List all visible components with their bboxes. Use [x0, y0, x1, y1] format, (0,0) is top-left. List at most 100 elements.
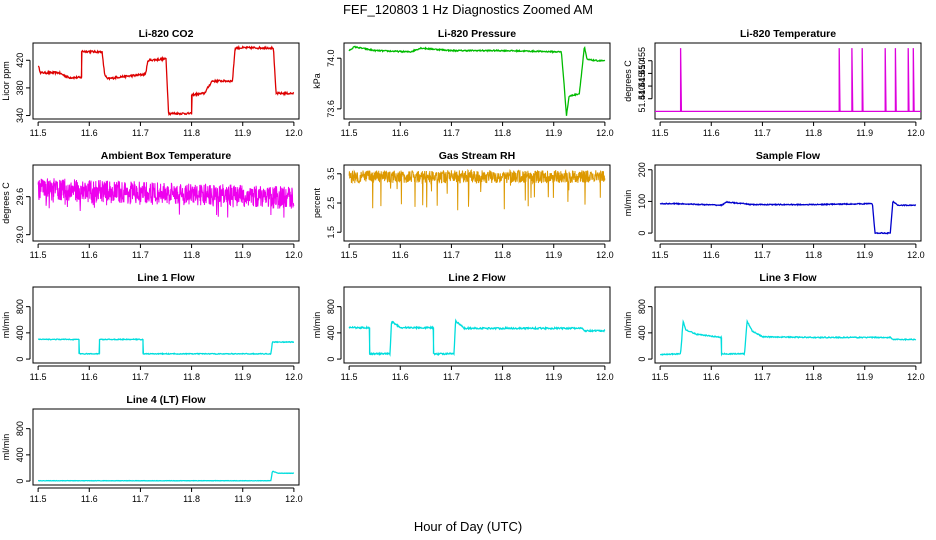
x-tick-label: 11.9	[545, 250, 562, 260]
series-line	[37, 470, 295, 482]
x-tick-label: 11.5	[652, 128, 669, 138]
panel-3: Ambient Box Temperature degrees C 11.5 11.6…	[1, 150, 303, 260]
x-tick-label: 12.0	[285, 128, 303, 138]
x-tick-label: 11.7	[754, 128, 771, 138]
y-tick-label: 200	[637, 162, 647, 177]
y-tick-label: 73.6	[326, 100, 336, 118]
x-tick-label: 11.5	[30, 128, 47, 138]
series-line	[655, 48, 921, 113]
x-tick-label: 11.7	[132, 128, 149, 138]
panel-frame	[32, 286, 300, 364]
x-tick-label: 11.9	[545, 128, 562, 138]
panel-6: Line 1 Flow ml/min 11.5 11.6 11.7 11.8 11.9 12.…	[1, 272, 303, 382]
panel-2: Li-820 Temperature degrees C 11.5 11.6 11.7 1…	[623, 28, 925, 138]
panel-grid: Li-820 CO2 Licor ppm 11.5 11.6 11.7 11.8 11.9 1…	[1, 28, 925, 504]
x-tick-label: 12.0	[596, 372, 614, 382]
panel-title: Line 2 Flow	[448, 272, 506, 284]
x-tick-label: 11.7	[443, 372, 460, 382]
x-tick-label: 11.7	[754, 372, 771, 382]
x-tick-label: 11.7	[754, 250, 771, 260]
x-tick-label: 12.0	[596, 128, 614, 138]
x-tick-label: 11.7	[132, 494, 149, 504]
x-tick-label: 11.9	[234, 250, 251, 260]
x-tick-label: 11.9	[856, 372, 873, 382]
y-tick-label: 51.455	[637, 47, 647, 75]
y-tick-label: 800	[15, 421, 25, 436]
y-tick-label: 0	[15, 479, 25, 484]
panel-1: Li-820 Pressure kPa 11.5 11.6 11.7 11.8 11.9 12…	[312, 28, 614, 138]
x-tick-label: 11.9	[545, 372, 562, 382]
panel-frame	[654, 164, 922, 242]
x-tick-label: 11.6	[703, 128, 720, 138]
x-tick-label: 12.0	[907, 372, 925, 382]
y-tick-label: 340	[15, 108, 25, 123]
x-tick-label: 12.0	[285, 494, 303, 504]
panel-frame	[654, 42, 922, 120]
y-tick-label: 400	[15, 325, 25, 340]
x-tick-label: 11.6	[703, 250, 720, 260]
panel-ylabel: degrees C	[623, 60, 633, 102]
panel-4: Gas Stream RH percent 11.5 11.6 11.7 11.8 11.9…	[312, 150, 614, 260]
x-tick-label: 11.8	[805, 250, 822, 260]
x-tick-label: 11.7	[132, 372, 149, 382]
x-tick-label: 11.9	[856, 250, 873, 260]
x-tick-label: 11.5	[30, 494, 47, 504]
panel-ylabel: ml/min	[312, 312, 322, 339]
x-tick-label: 11.8	[183, 128, 200, 138]
y-tick-label: 29.6	[15, 188, 25, 206]
series-line	[348, 318, 606, 357]
y-tick-label: 0	[637, 357, 647, 362]
y-tick-label: 0	[637, 231, 647, 236]
y-tick-label: 400	[326, 325, 336, 340]
panel-frame	[654, 286, 922, 364]
x-tick-label: 11.9	[234, 494, 251, 504]
x-tick-label: 12.0	[907, 250, 925, 260]
panel-ylabel: percent	[312, 187, 322, 218]
y-tick-label: 51.450	[637, 60, 647, 88]
panel-9: Line 4 (LT) Flow ml/min 11.5 11.6 11.7 11.8 11…	[1, 394, 303, 504]
x-tick-label: 12.0	[285, 372, 303, 382]
y-tick-label: 0	[326, 357, 336, 362]
panel-8: Line 3 Flow ml/min 11.5 11.6 11.7 11.8 11.9 12.…	[623, 272, 925, 382]
series-line	[659, 318, 917, 357]
x-tick-label: 11.6	[81, 128, 98, 138]
panel-5: Sample Flow ml/min 11.5 11.6 11.7 11.8 11.9 12.…	[623, 150, 925, 260]
x-tick-label: 11.5	[652, 250, 669, 260]
y-tick-label: 51.445	[637, 72, 647, 100]
x-tick-label: 12.0	[907, 128, 925, 138]
panel-title: Gas Stream RH	[439, 150, 515, 162]
panel-frame	[343, 286, 611, 364]
panel-title: Line 1 Flow	[137, 272, 195, 284]
panel-ylabel: Licor ppm	[1, 61, 11, 101]
y-tick-label: 1.5	[326, 226, 336, 239]
x-tick-label: 11.5	[30, 250, 47, 260]
panel-frame	[32, 164, 300, 242]
y-tick-label: 100	[637, 194, 647, 209]
series-line	[37, 178, 295, 218]
panel-frame	[343, 42, 611, 120]
y-tick-label: 51.440	[637, 85, 647, 113]
panel-ylabel: degrees C	[1, 182, 11, 224]
x-tick-label: 11.5	[341, 250, 358, 260]
x-tick-label: 11.7	[443, 128, 460, 138]
y-tick-label: 29.0	[15, 226, 25, 244]
series-line	[348, 45, 606, 116]
panel-0: Li-820 CO2 Licor ppm 11.5 11.6 11.7 11.8 11.9 1…	[1, 28, 303, 138]
panel-title: Li-820 Pressure	[438, 28, 516, 40]
panel-frame	[32, 42, 300, 120]
panel-ylabel: kPa	[312, 73, 322, 89]
y-tick-label: 400	[637, 325, 647, 340]
y-tick-label: 800	[326, 299, 336, 314]
x-tick-label: 11.6	[81, 494, 98, 504]
y-tick-label: 800	[637, 299, 647, 314]
panel-ylabel: ml/min	[623, 190, 633, 217]
panel-title: Line 4 (LT) Flow	[126, 394, 206, 406]
y-tick-label: 400	[15, 447, 25, 462]
panel-ylabel: ml/min	[623, 312, 633, 339]
x-tick-label: 11.8	[183, 372, 200, 382]
figure-title: FEF_120803 1 Hz Diagnostics Zoomed AM	[343, 2, 593, 17]
series-line	[37, 337, 294, 356]
x-tick-label: 11.9	[234, 372, 251, 382]
x-tick-label: 11.7	[132, 250, 149, 260]
panel-title: Sample Flow	[756, 150, 821, 162]
